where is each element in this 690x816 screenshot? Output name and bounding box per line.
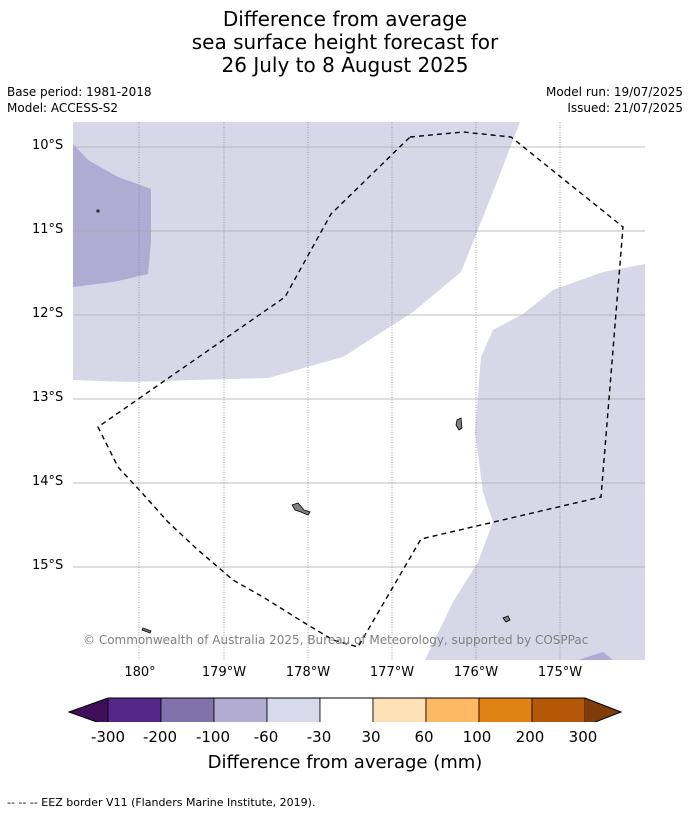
map-svg <box>73 122 645 660</box>
colorbar-tick-1: -300 <box>90 728 126 746</box>
colorbar-cell <box>425 697 480 722</box>
anomaly-area-darker-southeast <box>578 652 613 660</box>
colorbar-extend-low <box>69 698 108 722</box>
model-run: Model run: 19/07/2025 <box>545 85 683 99</box>
meta-right: Model run: 19/07/2025 Issued: 21/07/2025 <box>546 84 683 116</box>
colorbar-label: Difference from average (mm) <box>207 752 483 773</box>
lat-gridlines <box>73 146 645 568</box>
island-central <box>291 502 311 516</box>
colorbar-outline <box>67 697 623 722</box>
island-markers <box>96 209 511 634</box>
lon-gridlines <box>138 122 561 660</box>
lat-label-13s: 13°S <box>32 390 64 405</box>
lat-label-14s: 14°S <box>32 474 64 489</box>
model-name: Model: ACCESS-S2 <box>7 101 119 115</box>
lon-label-177w: 177°W <box>369 665 415 680</box>
colorbar-extend-high <box>585 698 621 722</box>
title-line-1: Difference from average <box>222 7 468 31</box>
anomaly-area-darker-west <box>73 144 151 287</box>
colorbar-cell <box>266 697 321 722</box>
colorbar-tick-4: -60 <box>253 728 279 746</box>
island-east <box>455 417 463 431</box>
anomaly-area-northwest <box>73 122 520 382</box>
colorbar-tick-3: -100 <box>195 728 231 746</box>
eez-border <box>97 131 624 648</box>
issued-date: Issued: 21/07/2025 <box>567 101 683 115</box>
colorbar-tick-10: 300 <box>568 728 598 746</box>
colorbar-tick-2: -200 <box>142 728 178 746</box>
lat-label-12s: 12°S <box>32 306 64 321</box>
lon-label-179w: 179°W <box>201 665 247 680</box>
lon-label-180: 180° <box>124 665 156 680</box>
colorbar-cell <box>319 697 374 722</box>
island-southwest <box>141 627 152 634</box>
meta-left: Base period: 1981-2018 Model: ACCESS-S2 <box>7 84 152 116</box>
lat-label-10s: 10°S <box>32 138 64 153</box>
map-panel[interactable] <box>73 122 645 660</box>
colorbar-tick-9: 200 <box>515 728 545 746</box>
base-period: Base period: 1981-2018 <box>7 85 152 99</box>
anomaly-area-east <box>425 264 645 660</box>
copyright-notice: © Commonwealth of Australia 2025, Bureau… <box>83 633 589 647</box>
island-west-small <box>96 209 100 213</box>
colorbar-cell <box>213 697 268 722</box>
lon-label-178w: 178°W <box>285 665 331 680</box>
colorbar-tick-7: 60 <box>414 728 434 746</box>
colorbar-tick-8: 100 <box>462 728 492 746</box>
lat-label-15s: 15°S <box>32 558 64 573</box>
title-line-2: sea surface height forecast for <box>191 30 499 54</box>
colorbar-tick-6: 30 <box>361 728 381 746</box>
colorbar-tick-5: -30 <box>306 728 332 746</box>
colorbar-cell <box>372 697 427 722</box>
title-line-3: 26 July to 8 August 2025 <box>221 53 469 77</box>
island-southeast <box>502 615 511 623</box>
eez-footnote: -- -- -- EEZ border V11 (Flanders Marine… <box>7 796 316 809</box>
colorbar-cell <box>531 697 586 722</box>
lon-label-175w: 175°W <box>537 665 583 680</box>
colorbar-cell <box>107 697 162 722</box>
lon-label-176w: 176°W <box>453 665 499 680</box>
colorbar <box>67 697 623 722</box>
map-title: Difference from average sea surface heig… <box>0 8 690 77</box>
colorbar-cell <box>478 697 533 722</box>
colorbar-cell <box>160 697 215 722</box>
lat-label-11s: 11°S <box>32 222 64 237</box>
